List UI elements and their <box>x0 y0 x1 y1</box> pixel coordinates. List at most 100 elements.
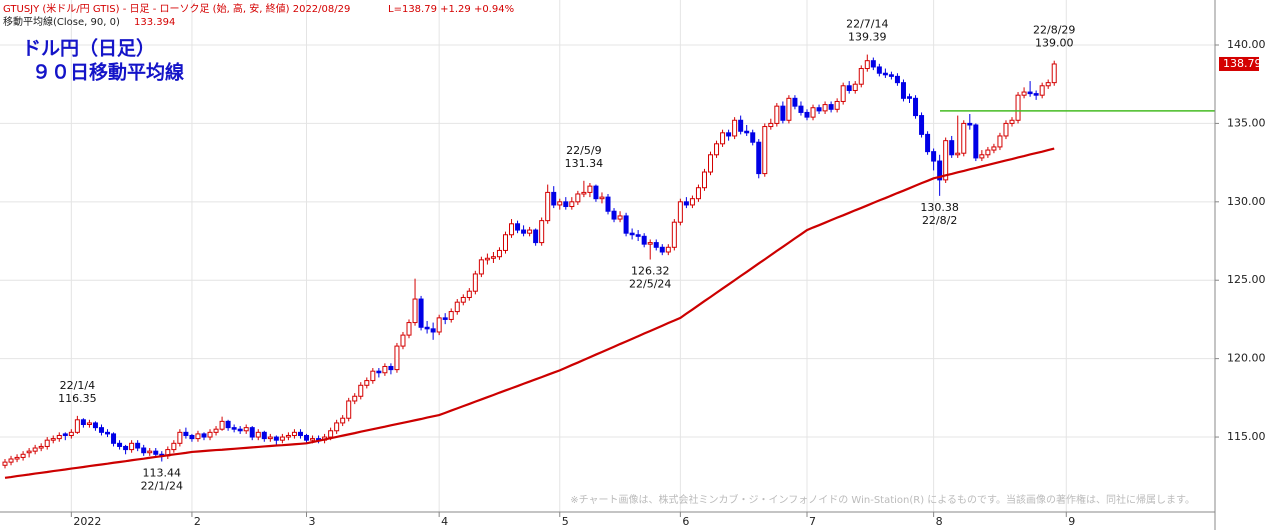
candle-body <box>545 191 551 222</box>
candle-body <box>496 249 502 258</box>
candle-body <box>26 450 32 454</box>
candle-body <box>581 191 587 195</box>
candle-body <box>695 187 701 200</box>
candle-body <box>979 154 985 159</box>
x-tick-label: 9 <box>1068 515 1075 528</box>
candle-body <box>418 298 424 328</box>
footnote: ※チャート画像は、株式会社ミンカブ・ジ・インフォノイドの Win-Station… <box>570 493 1195 506</box>
x-tick-label: 3 <box>309 515 316 528</box>
candle-body <box>1027 91 1033 95</box>
candle-body <box>925 133 931 153</box>
candle-body <box>50 438 56 441</box>
candle-body <box>744 130 750 134</box>
annotation-date: 22/7/14 <box>846 18 888 31</box>
candle-body <box>68 431 74 436</box>
candle-body <box>509 223 515 236</box>
candle-body <box>442 317 448 320</box>
candle-body <box>575 193 581 203</box>
candle-body <box>92 422 98 429</box>
candle-body <box>708 154 714 173</box>
candle-body <box>677 201 683 223</box>
candle-body <box>858 68 864 85</box>
candle-body <box>599 196 605 200</box>
candle-body <box>189 434 195 440</box>
y-tick-label: 140.00 <box>1227 38 1266 51</box>
candle-body <box>86 422 92 425</box>
annotation-date: 22/1/24 <box>141 480 183 493</box>
y-tick-label: 120.00 <box>1227 352 1266 365</box>
candle-body <box>738 119 744 132</box>
y-tick-label: 130.00 <box>1227 195 1266 208</box>
candle-body <box>768 122 774 128</box>
candle-body <box>907 96 912 99</box>
candle-body <box>949 140 955 156</box>
candle-body <box>490 256 496 259</box>
candle-body <box>1039 85 1045 96</box>
candle-body <box>20 453 26 458</box>
candle-body <box>74 419 80 433</box>
candle-body <box>2 461 8 466</box>
candle-body <box>177 431 183 444</box>
grid <box>0 0 1219 517</box>
candle-body <box>985 149 991 156</box>
candle-body <box>334 422 340 432</box>
candle-body <box>328 430 334 438</box>
candle-body <box>997 135 1003 148</box>
candle-body <box>623 215 629 234</box>
candle-body <box>659 246 665 253</box>
candle-body <box>291 431 297 436</box>
candle-body <box>521 229 527 234</box>
candle-body <box>551 191 557 206</box>
candle-body <box>454 301 460 313</box>
candle-body <box>816 107 822 112</box>
candle-body <box>629 232 635 236</box>
candle-body <box>671 221 677 248</box>
annotation-value: 139.00 <box>1035 37 1074 50</box>
candle-body <box>243 427 249 432</box>
candle-body <box>991 146 997 151</box>
x-tick-label: 5 <box>562 515 569 528</box>
candle-body <box>358 384 364 397</box>
annotation-value: 126.32 <box>631 265 670 278</box>
candle-body <box>406 322 412 336</box>
candle-body <box>587 185 593 193</box>
candle-body <box>201 433 207 438</box>
candle-body <box>617 215 623 220</box>
candle-body <box>714 143 720 156</box>
candle-body <box>14 456 20 460</box>
candle-body <box>955 152 961 156</box>
candle-body <box>665 246 671 253</box>
candle-body <box>762 126 768 175</box>
candle-body <box>484 257 490 261</box>
candle-body <box>388 365 394 371</box>
candle-body <box>569 201 575 208</box>
header-quote: L=138.79 +1.29 +0.94% <box>388 4 514 15</box>
candle-body <box>852 83 858 91</box>
candle-body <box>448 311 454 320</box>
candle-body <box>539 220 545 244</box>
candle-body <box>430 328 436 333</box>
candle-body <box>310 438 316 441</box>
y-tick-label: 115.00 <box>1227 430 1266 443</box>
candle-body <box>370 370 376 382</box>
candle-body <box>798 105 804 113</box>
candle-body <box>828 104 834 110</box>
candle-body <box>846 85 852 91</box>
candle-body <box>882 72 888 76</box>
candle-body <box>689 198 695 206</box>
candle-body <box>44 439 50 447</box>
candle-body <box>117 442 123 447</box>
candle-body <box>913 97 919 117</box>
candle-body <box>261 431 267 440</box>
candle-body <box>213 428 219 433</box>
ma-legend: 移動平均線(Close, 90, 0) <box>3 15 120 28</box>
candle-body <box>237 428 243 432</box>
candle-body <box>605 196 611 212</box>
candle-body <box>147 450 153 454</box>
candle-body <box>967 122 973 126</box>
candle-body <box>183 431 189 436</box>
candle-body <box>864 60 870 70</box>
x-tick-label: 7 <box>809 515 816 528</box>
overlay-subtitle: ９０日移動平均線 <box>32 61 184 84</box>
